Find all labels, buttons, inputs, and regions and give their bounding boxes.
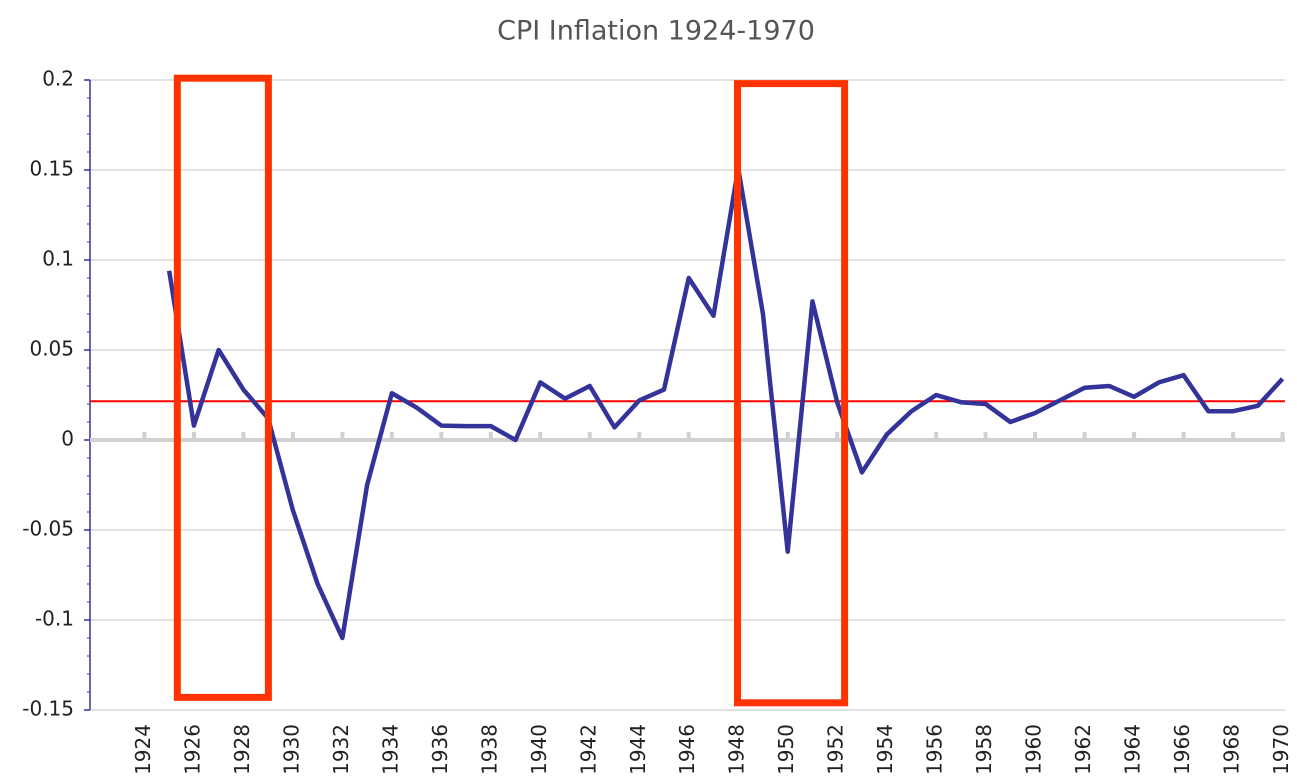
x-tick-label: 1944 [626, 724, 650, 775]
x-tick-label: 1966 [1170, 724, 1194, 775]
x-tick-label: 1926 [180, 724, 204, 775]
x-tick-label: 1952 [824, 724, 848, 775]
x-tick-label: 1968 [1220, 724, 1244, 775]
x-tick-label: 1964 [1121, 724, 1145, 775]
x-tick-label: 1960 [1022, 724, 1046, 775]
y-tick-label: 0.1 [42, 247, 74, 271]
x-tick-label: 1962 [1071, 724, 1095, 775]
highlight-box [173, 74, 272, 701]
x-tick-label: 1930 [279, 724, 303, 775]
x-tick-label: 1950 [774, 724, 798, 775]
x-tick-label: 1924 [131, 724, 155, 775]
x-tick-label: 1932 [329, 724, 353, 775]
y-tick-label: 0 [61, 427, 74, 451]
x-tick-label: 1956 [923, 724, 947, 775]
y-tick-label: 0.2 [42, 67, 74, 91]
x-tick-label: 1934 [378, 724, 402, 775]
series-line [166, 165, 1285, 641]
y-tick-label: -0.05 [22, 517, 74, 541]
y-tick-label: -0.1 [35, 607, 74, 631]
x-tick-label: 1958 [972, 724, 996, 775]
x-tick-label: 1936 [428, 724, 452, 775]
y-tick-label: -0.15 [22, 697, 74, 721]
x-tick-label: 1940 [527, 724, 551, 775]
x-tick-label: 1928 [230, 724, 254, 775]
y-tick-label: 0.05 [29, 337, 74, 361]
x-tick-label: 1954 [873, 724, 897, 775]
highlight-box [733, 80, 849, 707]
chart-title: CPI Inflation 1924-1970 [497, 16, 815, 47]
x-tick-label: 1938 [477, 724, 501, 775]
x-tick-label: 1948 [725, 724, 749, 775]
x-tick-label: 1970 [1269, 724, 1293, 775]
x-tick-label: 1946 [675, 724, 699, 775]
y-tick-label: 0.15 [29, 157, 74, 181]
x-tick-label: 1942 [576, 724, 600, 775]
